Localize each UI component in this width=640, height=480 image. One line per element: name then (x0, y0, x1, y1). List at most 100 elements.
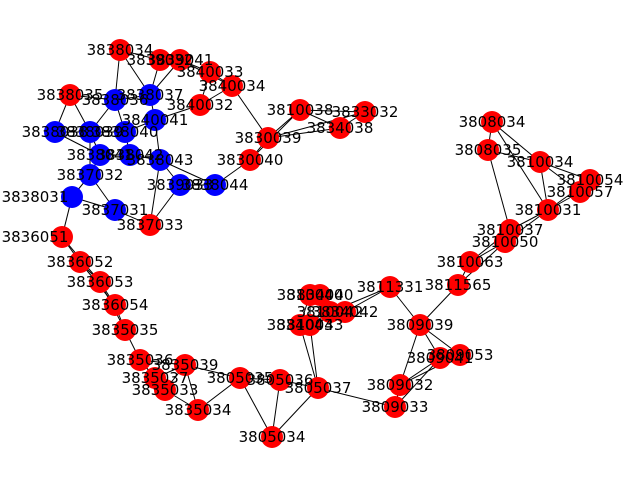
node-label: 3810054 (557, 171, 624, 189)
graph-node (409, 314, 431, 336)
graph-node (89, 144, 111, 166)
graph-node (139, 84, 161, 106)
graph-node (114, 121, 136, 143)
node-label: 3836052 (47, 253, 114, 271)
graph-edge (267, 111, 366, 139)
node-label: 3838038 (22, 123, 89, 141)
node-label: 3808034 (459, 113, 526, 131)
node-label: 3839041 (147, 51, 214, 69)
graph-node (239, 149, 261, 171)
graph-node (309, 284, 331, 306)
graph-node (189, 94, 211, 116)
graph-edge (491, 121, 549, 211)
graph-node (187, 399, 209, 421)
graph-node (169, 49, 191, 71)
graph-node (129, 349, 151, 371)
graph-node (307, 377, 329, 399)
node-label: 3805034 (239, 428, 306, 446)
graph-node (104, 294, 126, 316)
graph-node (174, 354, 196, 376)
node-label: 3809033 (362, 398, 429, 416)
graph-node (229, 367, 251, 389)
graph-node (269, 369, 291, 391)
node-label: 3835033 (132, 381, 199, 399)
graph-node (51, 226, 73, 248)
graph-node-labels: 3838034383903238390413840033384003438400… (2, 41, 624, 446)
graph-node (289, 99, 311, 121)
graph-edge (394, 357, 441, 408)
node-label: 3836054 (82, 296, 149, 314)
node-label: 3838037 (117, 86, 184, 104)
graph-node (537, 199, 559, 221)
node-label: 3837033 (117, 216, 184, 234)
node-label: 3810038 (267, 101, 334, 119)
graph-node (79, 121, 101, 143)
node-label: 3838044 (182, 176, 249, 194)
node-label: 3805037 (285, 379, 352, 397)
node-label: 3838042 (97, 146, 164, 164)
graph-node (449, 344, 471, 366)
graph-node (119, 144, 141, 166)
node-label: 3805036 (247, 371, 314, 389)
node-label: 3840033 (177, 63, 244, 81)
node-label: 3835039 (152, 356, 219, 374)
node-label: 3810037 (477, 221, 544, 239)
graph-edge (487, 149, 511, 231)
graph-node (459, 251, 481, 273)
graph-node (169, 174, 191, 196)
graph-nodes (44, 39, 601, 448)
graph-node (199, 61, 221, 83)
node-label: 3830039 (235, 129, 302, 147)
node-label: 3840032 (167, 96, 234, 114)
graph-node (104, 199, 126, 221)
graph-node (447, 274, 469, 296)
graph-node (257, 127, 279, 149)
node-label: 3838041 (67, 146, 134, 164)
graph-node (384, 396, 406, 418)
node-label: 3809053 (427, 346, 494, 364)
node-label: 3833032 (332, 103, 399, 121)
node-label: 3836051 (2, 228, 69, 246)
node-label: 3838034 (87, 41, 154, 59)
node-label: 3810043 (277, 316, 344, 334)
node-label: 3837032 (57, 166, 124, 184)
node-label: 3835036 (107, 351, 174, 369)
graph-node (329, 117, 351, 139)
graph-node (79, 164, 101, 186)
node-label: 3808035 (455, 141, 522, 159)
graph-node (89, 271, 111, 293)
node-label: 3834043 (267, 316, 334, 334)
node-label: 3838043 (127, 151, 194, 169)
graph-node (69, 251, 91, 273)
graph-node (149, 49, 171, 71)
node-label: 3811565 (425, 276, 492, 294)
node-label: 3834040 (287, 286, 354, 304)
graph-node (109, 39, 131, 61)
node-label: 3835034 (165, 401, 232, 419)
graph-node (204, 174, 226, 196)
node-label: 3837031 (82, 201, 149, 219)
graph-node (221, 75, 243, 97)
node-label: 3838035 (37, 86, 104, 104)
graph-node (429, 347, 451, 369)
graph-node (139, 214, 161, 236)
graph-node (389, 374, 411, 396)
graph-node (44, 121, 66, 143)
graph-node (61, 186, 83, 208)
graph-edge (267, 127, 341, 139)
node-label: 3810034 (507, 153, 574, 171)
node-label: 3834038 (307, 119, 374, 137)
node-label: 3840034 (199, 77, 266, 95)
graph-edge (271, 387, 319, 438)
graph-node (154, 379, 176, 401)
node-label: 3838036 (82, 91, 149, 109)
graph-node (104, 89, 126, 111)
node-label: 3810040 (277, 286, 344, 304)
node-label: 3810057 (547, 183, 614, 201)
node-label: 3810031 (515, 201, 582, 219)
node-label: 3810050 (472, 233, 539, 251)
graph-node (569, 181, 591, 203)
node-label: 3809039 (387, 316, 454, 334)
graph-node (149, 149, 171, 171)
